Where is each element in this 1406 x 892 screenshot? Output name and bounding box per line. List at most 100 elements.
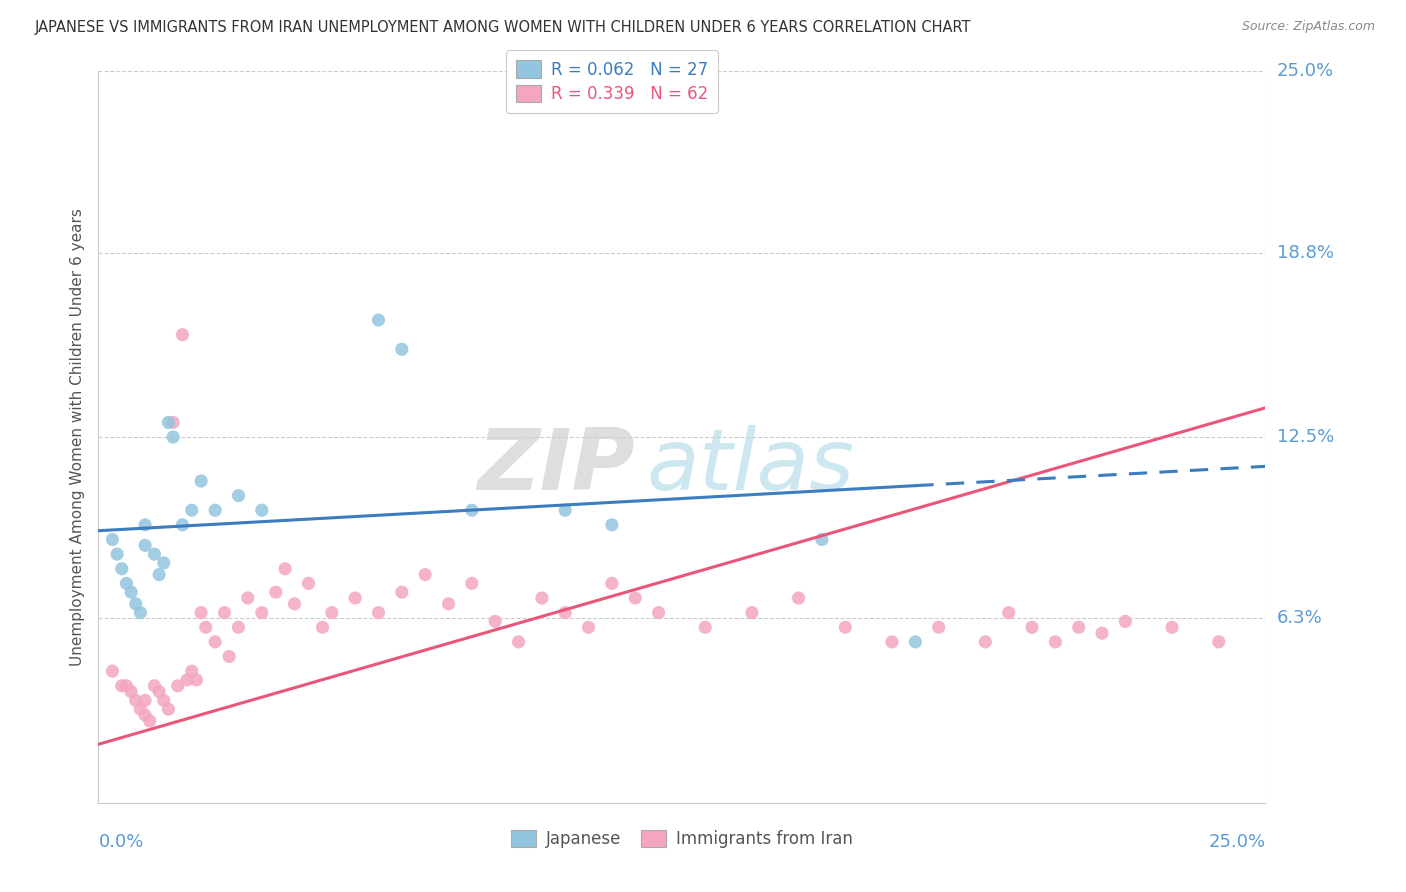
Point bbox=[101, 533, 124, 547]
Point bbox=[134, 708, 156, 723]
Text: 12.5%: 12.5% bbox=[1277, 428, 1334, 446]
Point bbox=[461, 576, 484, 591]
Text: ZIP: ZIP bbox=[478, 425, 636, 508]
Point bbox=[148, 684, 170, 698]
Point bbox=[157, 702, 180, 716]
Text: 6.3%: 6.3% bbox=[1277, 609, 1322, 627]
Y-axis label: Unemployment Among Women with Children Under 6 years: Unemployment Among Women with Children U… bbox=[69, 208, 84, 666]
Point bbox=[180, 503, 202, 517]
Point bbox=[461, 503, 484, 517]
Point bbox=[578, 620, 600, 634]
Point bbox=[194, 620, 217, 634]
Point bbox=[190, 474, 212, 488]
Point bbox=[530, 591, 553, 605]
Point bbox=[228, 489, 250, 503]
Point bbox=[125, 693, 148, 707]
Point bbox=[1161, 620, 1184, 634]
Point bbox=[125, 597, 148, 611]
Point bbox=[367, 606, 389, 620]
Point bbox=[115, 576, 138, 591]
Text: atlas: atlas bbox=[647, 425, 855, 508]
Point bbox=[143, 547, 166, 561]
Point bbox=[129, 606, 152, 620]
Point bbox=[695, 620, 717, 634]
Point bbox=[172, 327, 194, 342]
Point bbox=[204, 503, 226, 517]
Point bbox=[176, 673, 198, 687]
Point bbox=[1067, 620, 1090, 634]
Point bbox=[1045, 635, 1067, 649]
Point bbox=[162, 430, 184, 444]
Point bbox=[904, 635, 927, 649]
Point bbox=[162, 416, 184, 430]
Point bbox=[172, 517, 194, 532]
Point bbox=[134, 517, 156, 532]
Point bbox=[180, 664, 202, 678]
Point bbox=[321, 606, 343, 620]
Point bbox=[413, 567, 436, 582]
Text: 18.8%: 18.8% bbox=[1277, 244, 1333, 261]
Point bbox=[600, 517, 623, 532]
Point bbox=[120, 684, 142, 698]
Point bbox=[218, 649, 240, 664]
Point bbox=[344, 591, 367, 605]
Point bbox=[283, 597, 305, 611]
Point bbox=[391, 585, 413, 599]
Point bbox=[647, 606, 669, 620]
Point bbox=[974, 635, 997, 649]
Text: JAPANESE VS IMMIGRANTS FROM IRAN UNEMPLOYMENT AMONG WOMEN WITH CHILDREN UNDER 6 : JAPANESE VS IMMIGRANTS FROM IRAN UNEMPLO… bbox=[35, 20, 972, 35]
Point bbox=[600, 576, 623, 591]
Point bbox=[554, 606, 576, 620]
Text: 25.0%: 25.0% bbox=[1208, 833, 1265, 851]
Text: Source: ZipAtlas.com: Source: ZipAtlas.com bbox=[1241, 20, 1375, 33]
Point bbox=[811, 533, 834, 547]
Point bbox=[250, 503, 273, 517]
Point bbox=[508, 635, 530, 649]
Point bbox=[157, 416, 180, 430]
Point bbox=[129, 702, 152, 716]
Point bbox=[297, 576, 319, 591]
Point bbox=[741, 606, 763, 620]
Point bbox=[152, 556, 174, 570]
Point bbox=[228, 620, 250, 634]
Point bbox=[204, 635, 226, 649]
Text: 25.0%: 25.0% bbox=[1277, 62, 1334, 80]
Point bbox=[624, 591, 647, 605]
Point bbox=[834, 620, 856, 634]
Point bbox=[274, 562, 297, 576]
Point bbox=[143, 679, 166, 693]
Point bbox=[1114, 615, 1136, 629]
Point bbox=[554, 503, 576, 517]
Point bbox=[437, 597, 460, 611]
Point bbox=[1021, 620, 1043, 634]
Point bbox=[236, 591, 259, 605]
Point bbox=[190, 606, 212, 620]
Point bbox=[139, 714, 162, 728]
Point bbox=[134, 538, 156, 552]
Point bbox=[105, 547, 128, 561]
Point bbox=[1091, 626, 1114, 640]
Point bbox=[111, 562, 134, 576]
Point bbox=[152, 693, 174, 707]
Point bbox=[484, 615, 506, 629]
Point bbox=[111, 679, 134, 693]
Point bbox=[115, 679, 138, 693]
Point bbox=[120, 585, 142, 599]
Point bbox=[148, 567, 170, 582]
Point bbox=[214, 606, 236, 620]
Point bbox=[250, 606, 273, 620]
Point bbox=[928, 620, 950, 634]
Point bbox=[997, 606, 1019, 620]
Text: 0.0%: 0.0% bbox=[98, 833, 143, 851]
Point bbox=[391, 343, 413, 357]
Point bbox=[367, 313, 389, 327]
Point bbox=[880, 635, 903, 649]
Point bbox=[1208, 635, 1230, 649]
Point bbox=[787, 591, 810, 605]
Point bbox=[264, 585, 287, 599]
Point bbox=[166, 679, 188, 693]
Legend: Japanese, Immigrants from Iran: Japanese, Immigrants from Iran bbox=[502, 822, 862, 856]
Point bbox=[186, 673, 208, 687]
Point bbox=[311, 620, 333, 634]
Point bbox=[134, 693, 156, 707]
